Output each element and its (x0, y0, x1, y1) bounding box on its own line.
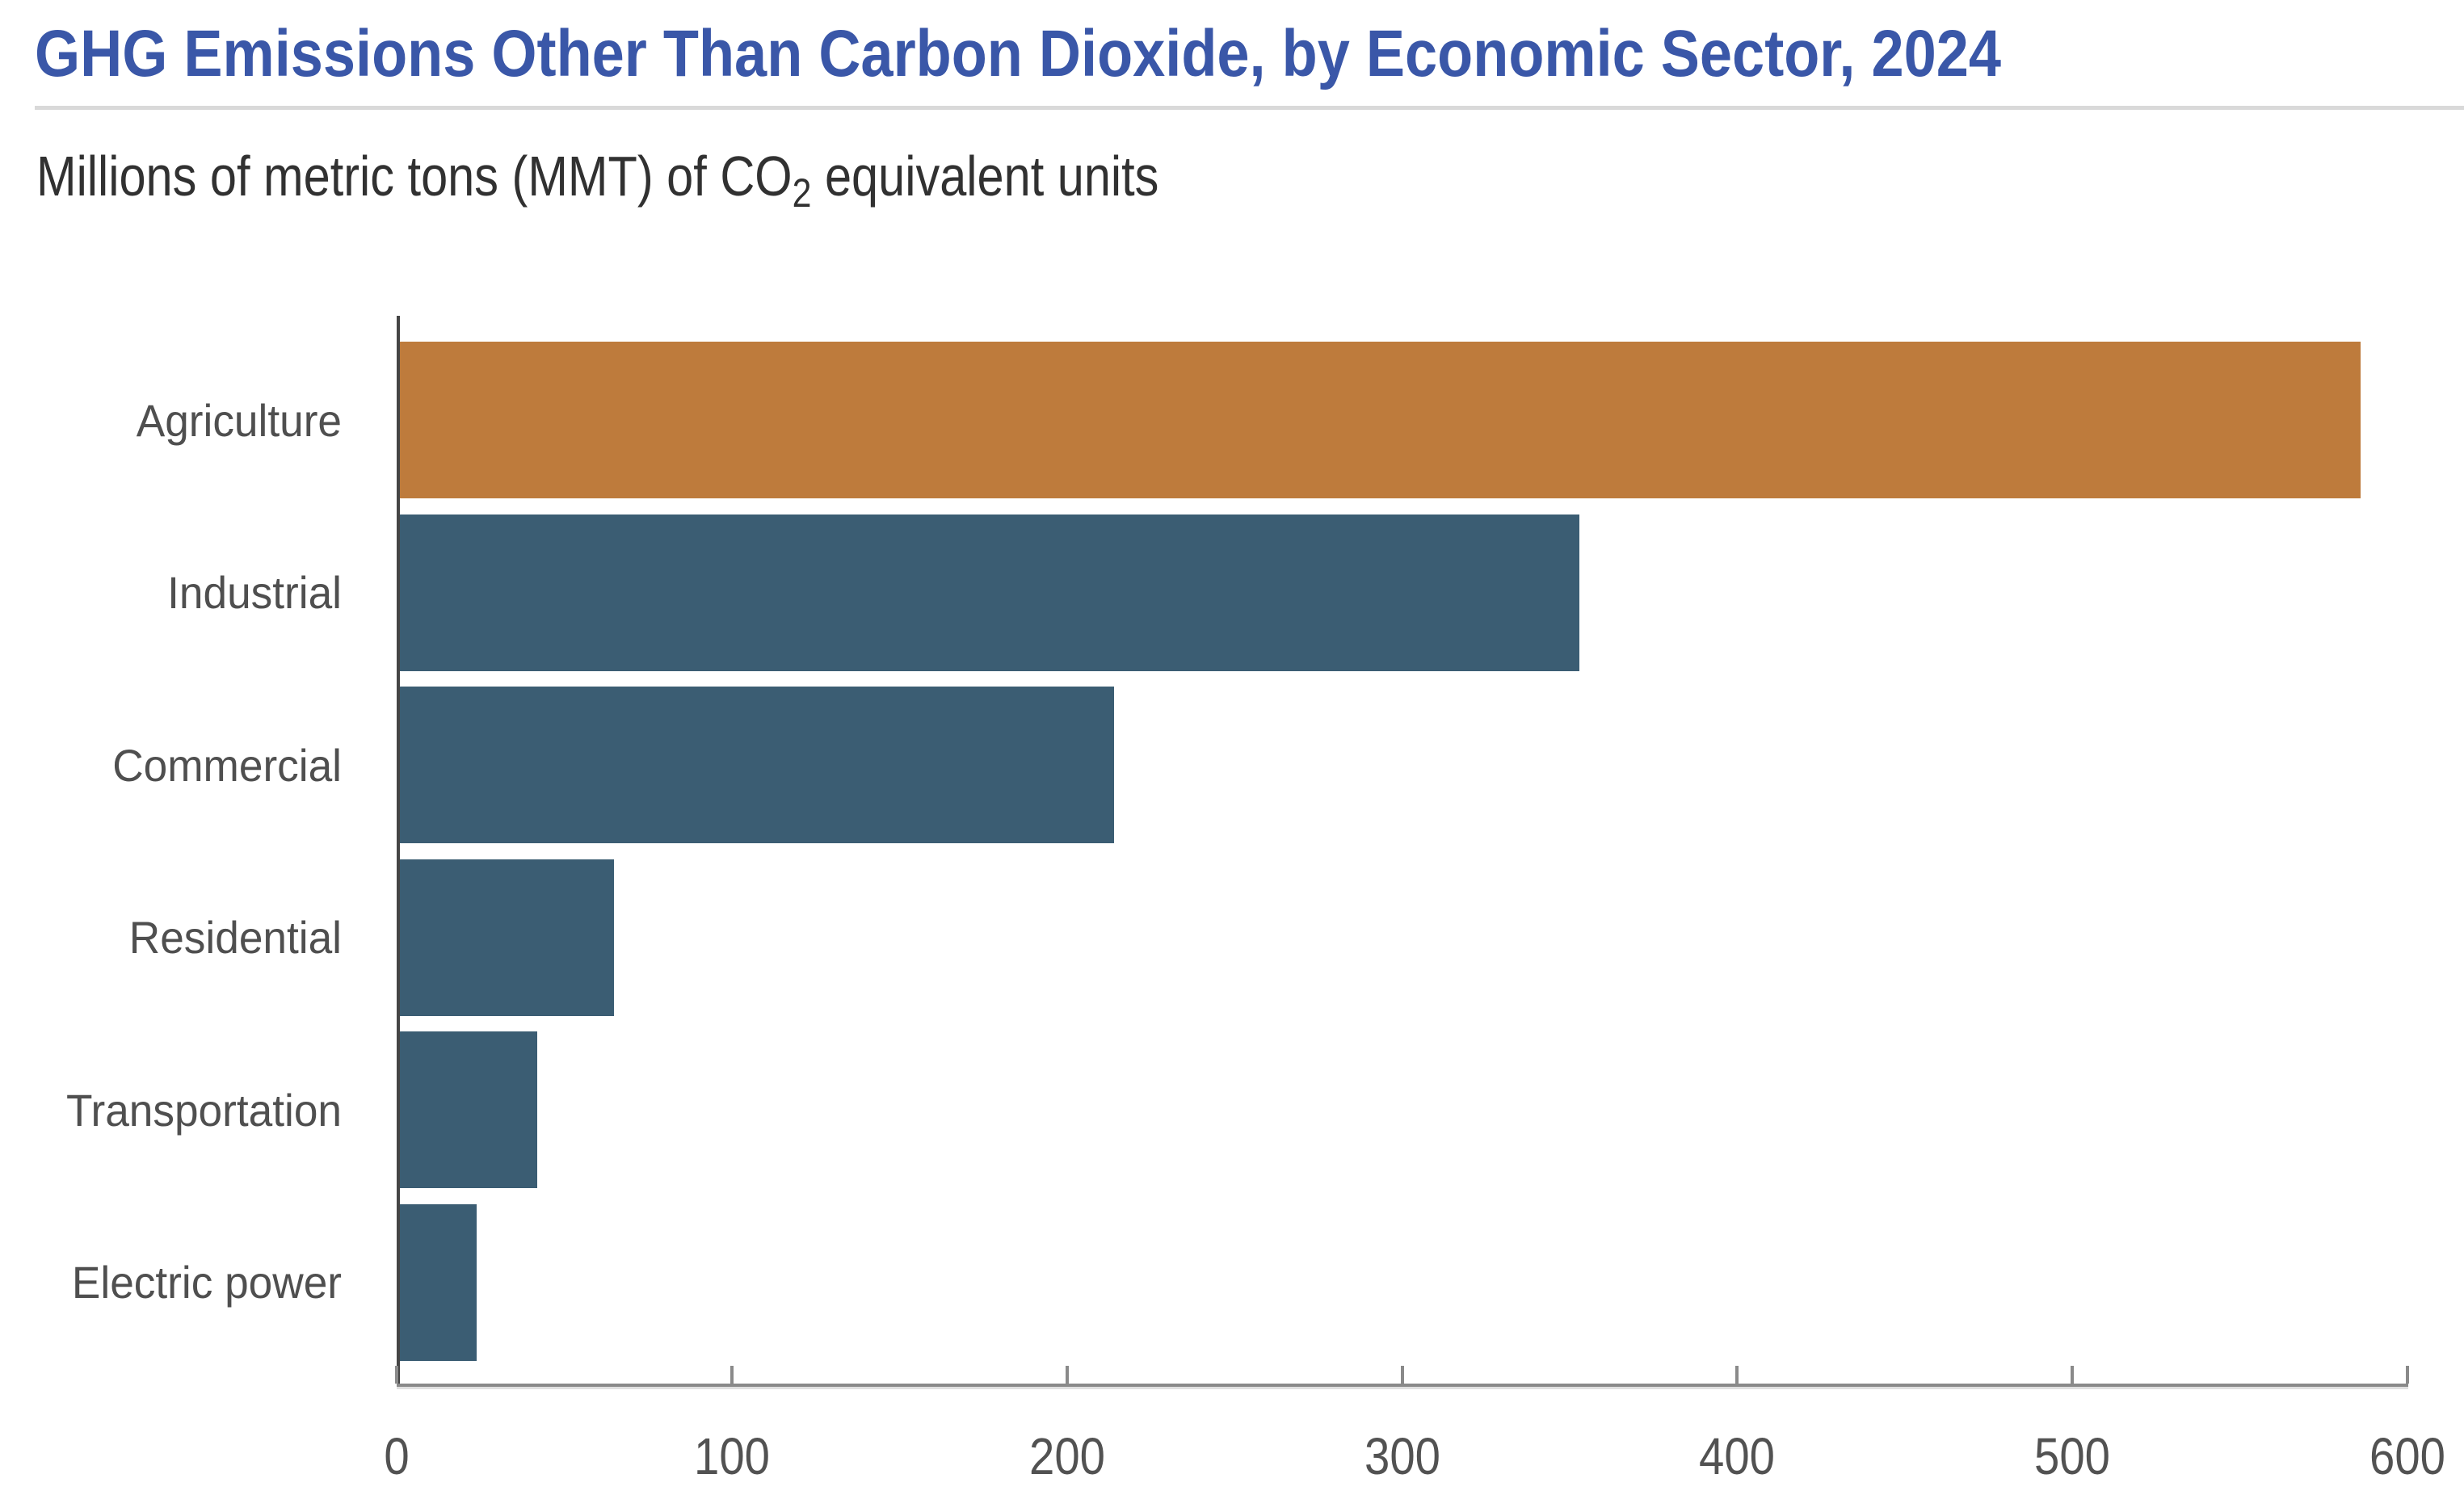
category-label-residential: Residential (128, 912, 342, 963)
category-label-electric-power: Electric power (71, 1257, 342, 1308)
x-tick-label-600: 600 (2369, 1427, 2445, 1485)
chart-title: GHG Emissions Other Than Carbon Dioxide,… (35, 17, 2002, 90)
bar-agriculture (400, 342, 2361, 498)
subtitle-units-text: equivalent units (811, 145, 1159, 208)
x-tick-label-100: 100 (693, 1427, 770, 1485)
x-tick-0 (395, 1366, 398, 1384)
category-label-transportation: Transportation (65, 1084, 342, 1136)
bar-transportation (400, 1031, 538, 1188)
category-label-commercial: Commercial (112, 739, 342, 791)
title-divider (35, 106, 2464, 110)
category-label-industrial: Industrial (167, 567, 342, 618)
bar-industrial (400, 514, 1580, 671)
bar-residential (400, 859, 615, 1016)
chart-subtitle: Millions of metric tons (MMT) of CO2 equ… (36, 144, 1159, 216)
co2-subscript: 2 (792, 170, 812, 216)
x-tick-label-200: 200 (1028, 1427, 1105, 1485)
y-axis-line (397, 316, 400, 1387)
bar-electric-power (400, 1203, 477, 1361)
x-tick-label-500: 500 (2034, 1427, 2111, 1485)
x-tick-600 (2406, 1366, 2409, 1384)
x-tick-500 (2071, 1366, 2075, 1384)
x-tick-400 (1735, 1366, 1739, 1384)
bar-commercial (400, 687, 1114, 843)
x-tick-100 (730, 1366, 734, 1384)
x-tick-200 (1065, 1366, 1069, 1384)
subtitle-text: Millions of metric tons (MMT) of CO (36, 145, 793, 208)
x-axis-line (397, 1384, 2408, 1387)
x-tick-label-0: 0 (384, 1427, 410, 1485)
x-tick-label-400: 400 (1699, 1427, 1776, 1485)
x-tick-300 (1400, 1366, 1404, 1384)
x-tick-label-300: 300 (1364, 1427, 1440, 1485)
category-label-agriculture: Agriculture (136, 394, 342, 446)
